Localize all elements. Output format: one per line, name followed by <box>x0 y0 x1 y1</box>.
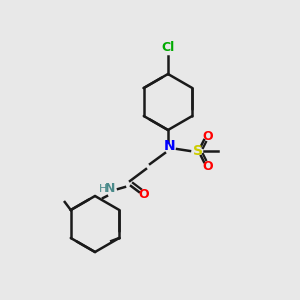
Text: H: H <box>99 184 107 194</box>
Text: O: O <box>203 130 213 142</box>
Text: N: N <box>164 139 176 153</box>
Text: N: N <box>105 182 115 196</box>
Text: Cl: Cl <box>161 41 175 54</box>
Text: O: O <box>203 160 213 172</box>
Text: S: S <box>193 144 203 158</box>
Text: O: O <box>139 188 149 200</box>
